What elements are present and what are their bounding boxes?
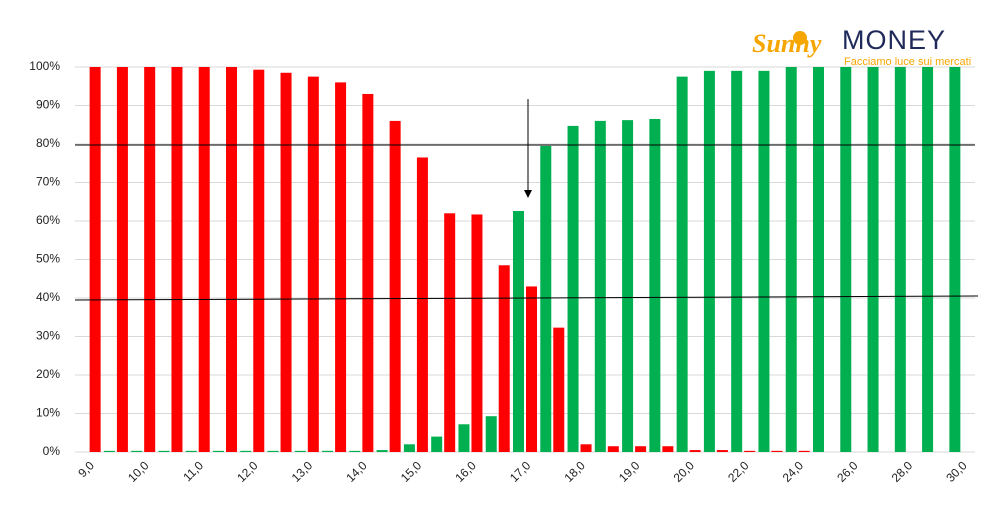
x-tick-label: 30,0 bbox=[943, 458, 970, 485]
bar bbox=[89, 67, 101, 452]
bar bbox=[349, 450, 361, 452]
bar bbox=[389, 120, 401, 453]
bar bbox=[771, 450, 783, 452]
bar bbox=[444, 213, 456, 452]
logo-word: MONEY bbox=[842, 25, 946, 55]
bar bbox=[731, 70, 743, 452]
bar bbox=[103, 450, 115, 452]
logo-sun bbox=[793, 31, 807, 45]
bar bbox=[949, 67, 961, 452]
bar bbox=[540, 145, 552, 453]
logo-script: Sunny bbox=[752, 29, 822, 58]
bar bbox=[716, 450, 728, 452]
x-tick-label: 13,0 bbox=[289, 458, 316, 485]
x-tick-label: 24,0 bbox=[780, 458, 807, 485]
x-tick-label: 12,0 bbox=[234, 458, 261, 485]
bar bbox=[131, 450, 143, 452]
bar bbox=[322, 450, 334, 452]
x-tick-label: 28,0 bbox=[889, 458, 916, 485]
bar bbox=[513, 210, 524, 452]
logo: Sunny MONEY Facciamo luce sui mercati bbox=[752, 25, 971, 68]
y-tick-label: 80% bbox=[36, 136, 60, 150]
bar bbox=[894, 67, 906, 452]
bar bbox=[362, 93, 374, 452]
y-tick-label: 20% bbox=[36, 367, 60, 381]
logo-tagline: Facciamo luce sui mercati bbox=[844, 56, 971, 68]
bar bbox=[416, 157, 428, 452]
bar bbox=[635, 446, 647, 452]
x-tick-label: 20,0 bbox=[671, 458, 698, 485]
bar bbox=[567, 125, 579, 452]
bar bbox=[267, 450, 279, 452]
bar bbox=[649, 118, 661, 452]
bar bbox=[922, 67, 934, 452]
bar bbox=[798, 450, 810, 452]
y-tick-label: 0% bbox=[43, 444, 61, 458]
bar bbox=[867, 67, 879, 452]
x-tick-label: 10,0 bbox=[125, 458, 152, 485]
y-tick-label: 10% bbox=[36, 406, 60, 420]
x-tick-label: 14,0 bbox=[343, 458, 370, 485]
annotation-arrowhead bbox=[524, 190, 532, 198]
bar bbox=[580, 444, 592, 452]
bar bbox=[744, 450, 756, 452]
bar bbox=[703, 70, 715, 452]
bar bbox=[116, 67, 128, 452]
x-tick-label: 15,0 bbox=[398, 458, 425, 485]
bar bbox=[335, 82, 347, 453]
plot: 0% 10% 20% 30% 40% 50% 60% 70% 80% 90% 100% 9,0 10,0… bbox=[29, 59, 975, 485]
bar bbox=[607, 446, 619, 452]
y-tick-label: 40% bbox=[36, 290, 60, 304]
x-tick-label: 22,0 bbox=[725, 458, 752, 485]
bar bbox=[594, 120, 606, 453]
bar bbox=[376, 450, 388, 452]
bar bbox=[294, 450, 306, 452]
bar bbox=[158, 450, 170, 452]
bar bbox=[813, 67, 824, 452]
bar bbox=[622, 120, 634, 452]
bar bbox=[307, 76, 319, 452]
y-tick-label: 100% bbox=[29, 59, 60, 73]
bar bbox=[144, 67, 156, 452]
bar bbox=[213, 450, 224, 452]
y-tick-label: 70% bbox=[36, 175, 60, 189]
bar bbox=[171, 67, 183, 452]
bar bbox=[676, 76, 688, 452]
bar bbox=[240, 450, 252, 452]
bar bbox=[485, 416, 497, 452]
bar bbox=[280, 72, 292, 453]
bar bbox=[498, 265, 510, 452]
bar bbox=[662, 446, 674, 452]
x-tick-label: 18,0 bbox=[561, 458, 588, 485]
bar bbox=[458, 424, 470, 452]
y-tick-label: 90% bbox=[36, 98, 60, 112]
bar bbox=[253, 69, 265, 452]
bar bbox=[185, 450, 197, 452]
bar bbox=[785, 67, 797, 452]
x-tick-label: 17,0 bbox=[507, 458, 534, 485]
bar bbox=[431, 436, 443, 452]
x-tick-label: 11,0 bbox=[180, 458, 206, 484]
y-tick-label: 50% bbox=[36, 252, 60, 266]
x-tick-label: 16,0 bbox=[452, 458, 479, 485]
bar bbox=[198, 67, 210, 452]
x-tick-label: 9,0 bbox=[75, 458, 97, 480]
bar bbox=[526, 286, 537, 452]
y-tick-label: 30% bbox=[36, 329, 60, 343]
bar bbox=[471, 214, 483, 452]
annotation-line bbox=[74, 295, 979, 301]
bar bbox=[403, 444, 415, 452]
bar bbox=[226, 67, 237, 452]
bar bbox=[840, 67, 852, 452]
bar bbox=[689, 450, 701, 452]
x-tick-label: 19,0 bbox=[616, 458, 643, 485]
bar bbox=[758, 70, 770, 452]
y-tick-label: 60% bbox=[36, 213, 60, 227]
x-tick-label: 26,0 bbox=[834, 458, 861, 485]
bar bbox=[553, 327, 565, 452]
